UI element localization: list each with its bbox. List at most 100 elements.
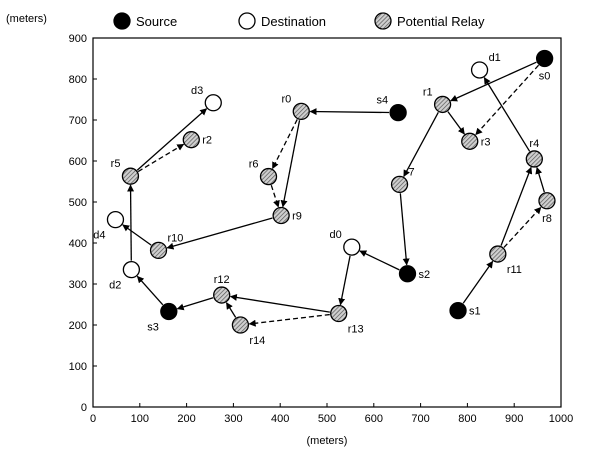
x-tick-label: 600 [365, 413, 383, 425]
edge-d2-to-r5 [127, 184, 135, 261]
y-tick-label: 200 [69, 320, 87, 332]
edge-r0-to-r9 [280, 120, 301, 208]
x-tick-label: 1000 [549, 413, 573, 425]
node-label-r0: r0 [281, 93, 291, 105]
node-label-r7: 7 [409, 166, 415, 178]
node-r13 [330, 304, 348, 323]
axis-ticks: 0 100 200 300 400 500 600 700 800 900 1000 0 100 200 3… [69, 33, 574, 425]
edge-d0-to-r13 [338, 255, 351, 306]
node-s0 [535, 49, 554, 68]
node-label-r14: r14 [249, 335, 265, 347]
legend-relay-label: Potential Relay [397, 14, 485, 29]
edge-r7-to-s2 [399, 193, 410, 266]
edge-r13-to-r12 [229, 293, 330, 313]
legend-source-marker [113, 12, 131, 30]
x-tick-label: 0 [90, 413, 96, 425]
y-tick-label: 0 [81, 402, 87, 414]
edge-r5-to-r2 [137, 143, 185, 173]
node-r1 [433, 95, 452, 114]
node-label-r3: r3 [481, 136, 491, 148]
edge-r6-to-r9 [270, 184, 280, 208]
legend-destination-marker [238, 12, 256, 30]
node-r3 [461, 132, 479, 150]
y-tick-label: 600 [69, 156, 87, 168]
node-label-s2: s2 [418, 269, 430, 281]
x-tick-label: 400 [271, 413, 289, 425]
x-tick-label: 800 [458, 413, 476, 425]
edge-r13-to-r14 [248, 313, 330, 327]
node-label-d3: d3 [191, 85, 203, 97]
node-s2 [398, 265, 417, 283]
node-label-s0: s0 [539, 71, 551, 83]
node-s1 [449, 301, 467, 320]
y-tick-label: 900 [69, 33, 87, 45]
node-r4 [525, 150, 543, 168]
node-label-r12: r12 [214, 274, 230, 286]
y-tick-label: 700 [69, 115, 87, 127]
x-axis-label: (meters) [307, 435, 348, 447]
node-r8 [538, 192, 556, 210]
node-r11 [489, 245, 507, 263]
edge-s2-to-d0 [359, 250, 400, 271]
edge-r0-to-r6 [271, 119, 298, 170]
edge-r11-to-r4 [500, 166, 533, 246]
edge-r8-to-r4 [535, 166, 545, 193]
legend-relay-marker [374, 12, 392, 30]
node-label-r2: r2 [202, 135, 212, 147]
y-tick-label: 300 [69, 279, 87, 291]
node-label-r5: r5 [111, 158, 121, 170]
node-r10 [149, 241, 168, 260]
node-label-d0: d0 [330, 229, 342, 241]
edge-s4-to-r0 [309, 108, 390, 116]
legend-destination-label: Destination [261, 14, 326, 29]
x-tick-label: 300 [224, 413, 242, 425]
edge-r9-to-r10 [166, 217, 273, 250]
node-s4 [389, 103, 407, 122]
edge-s3-to-d2 [136, 275, 164, 306]
node-label-s1: s1 [469, 306, 481, 318]
y-axis-label: (meters) [6, 13, 47, 25]
node-label-r9: r9 [292, 211, 302, 223]
legend: Source Destination Potential Relay [113, 12, 485, 30]
node-label-s3: s3 [147, 321, 159, 333]
node-label-r4: r4 [529, 138, 539, 150]
edge-r1-to-r3 [447, 111, 465, 135]
node-d0 [343, 238, 361, 256]
nodes-layer: s0 s1 s2 s3 s4 d0 d1 d2 d3 d4 r0 r1 r2 r3 r4 r5 r6 7 r8 r9 r… [93, 49, 556, 347]
node-r0 [292, 102, 310, 121]
edge-r12-to-s3 [176, 297, 214, 311]
node-d1 [470, 61, 489, 79]
node-d3 [204, 94, 222, 112]
edge-r11-to-r8 [503, 206, 542, 248]
node-label-r8: r8 [542, 213, 552, 225]
node-label-d4: d4 [93, 230, 105, 242]
node-r6 [259, 167, 278, 186]
y-tick-label: 500 [69, 197, 87, 209]
node-label-r13: r13 [348, 324, 364, 336]
edge-r4-to-d1 [483, 77, 531, 152]
legend-source-label: Source [136, 14, 177, 29]
node-r7 [390, 175, 409, 194]
x-tick-label: 900 [505, 413, 523, 425]
node-label-r1: r1 [423, 86, 433, 98]
node-label-r10: r10 [168, 232, 184, 244]
node-r5 [121, 167, 140, 185]
node-label-r6: r6 [249, 159, 259, 171]
node-d2 [122, 260, 141, 279]
edge-r5-to-d3 [136, 108, 208, 171]
node-d4 [106, 210, 125, 229]
node-label-d1: d1 [489, 52, 501, 64]
x-tick-label: 500 [318, 413, 336, 425]
x-tick-label: 100 [131, 413, 149, 425]
node-r14 [231, 316, 250, 334]
edge-r10-to-d4 [122, 224, 152, 246]
node-r12 [213, 286, 231, 304]
node-label-s4: s4 [377, 95, 389, 107]
node-label-d2: d2 [109, 280, 121, 292]
y-tick-label: 800 [69, 74, 87, 86]
edge-r1-to-r7 [403, 112, 439, 178]
node-r9 [272, 206, 290, 225]
y-tick-label: 400 [69, 238, 87, 250]
y-tick-label: 100 [69, 361, 87, 373]
